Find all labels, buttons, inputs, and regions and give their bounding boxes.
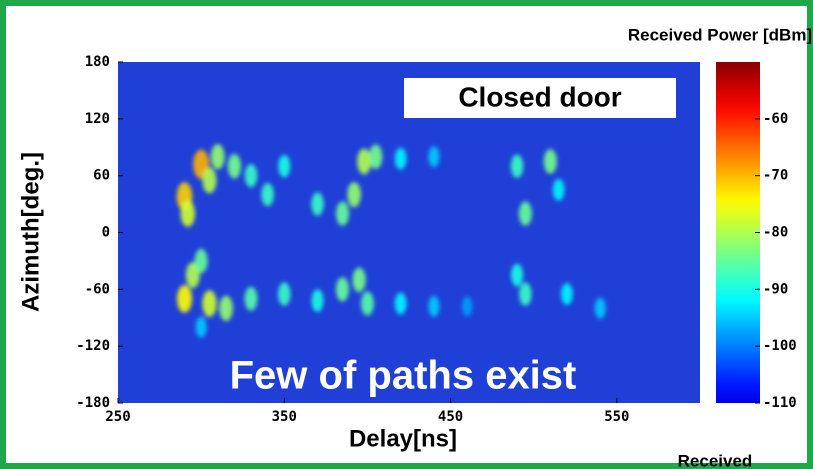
power-spot — [245, 287, 258, 311]
power-spot — [395, 148, 407, 170]
power-spot — [196, 317, 207, 338]
power-spot — [202, 167, 216, 193]
colorbar-tick-label: -80 — [763, 225, 788, 241]
colorbar-tick-label: -100 — [763, 338, 797, 354]
colorbar-tick-label: -90 — [763, 281, 788, 297]
power-spot — [336, 277, 349, 301]
power-spot — [278, 155, 290, 178]
y-tick-label: -180 — [76, 395, 110, 411]
y-tick-label: 0 — [102, 225, 110, 241]
power-spot — [428, 296, 439, 317]
power-spot — [595, 298, 606, 319]
colorbar-tick-label: -70 — [763, 168, 788, 184]
power-spot — [544, 149, 557, 174]
y-tick-label: 120 — [85, 111, 110, 127]
power-spot — [228, 154, 241, 179]
power-spot — [211, 144, 225, 169]
power-spot — [261, 183, 273, 206]
power-spot — [395, 293, 407, 315]
power-spot — [361, 292, 374, 316]
power-spot — [519, 201, 532, 225]
x-tick-label: 250 — [105, 409, 130, 425]
power-spot — [553, 179, 565, 201]
colorbar — [716, 62, 760, 403]
y-tick-label: 60 — [93, 168, 110, 184]
x-tick-label: 350 — [272, 409, 297, 425]
power-spot — [347, 182, 361, 207]
power-spot — [219, 296, 233, 321]
y-tick-label: -120 — [76, 338, 110, 354]
chart: Closed door Few of paths exist Delay[ns]… — [0, 0, 813, 469]
x-tick-label: 550 — [604, 409, 629, 425]
power-spot — [519, 282, 531, 305]
power-spot — [462, 296, 472, 316]
power-spot — [278, 282, 290, 305]
colorbar-tick-label: -60 — [763, 111, 788, 127]
power-spot — [357, 148, 371, 174]
x-tick-label: 450 — [438, 409, 463, 425]
y-tick-label: 180 — [85, 54, 110, 70]
power-spot — [511, 155, 523, 178]
x-axis-label: Delay[ns] — [349, 425, 457, 452]
annotation: Closed door — [458, 81, 621, 112]
y-axis-label: Azimuth[deg.] — [17, 152, 44, 312]
annotation: Few of paths exist — [230, 354, 577, 398]
power-spot — [353, 268, 366, 293]
power-spot — [561, 283, 573, 305]
power-spot — [511, 264, 523, 287]
colorbar-tick-label: -110 — [763, 395, 797, 411]
annotation: Received — [678, 451, 753, 469]
power-spot — [336, 201, 349, 225]
power-spot — [202, 290, 216, 317]
power-spot — [245, 164, 257, 187]
colorbar-label: Received Power [dBm] — [628, 25, 812, 44]
power-spot — [312, 289, 324, 312]
power-spot — [369, 144, 382, 169]
power-spot — [195, 249, 208, 273]
power-spot — [181, 200, 195, 227]
power-spot — [311, 192, 323, 215]
power-spot — [177, 285, 192, 313]
y-tick-label: -60 — [85, 281, 110, 297]
power-spot — [428, 146, 439, 167]
